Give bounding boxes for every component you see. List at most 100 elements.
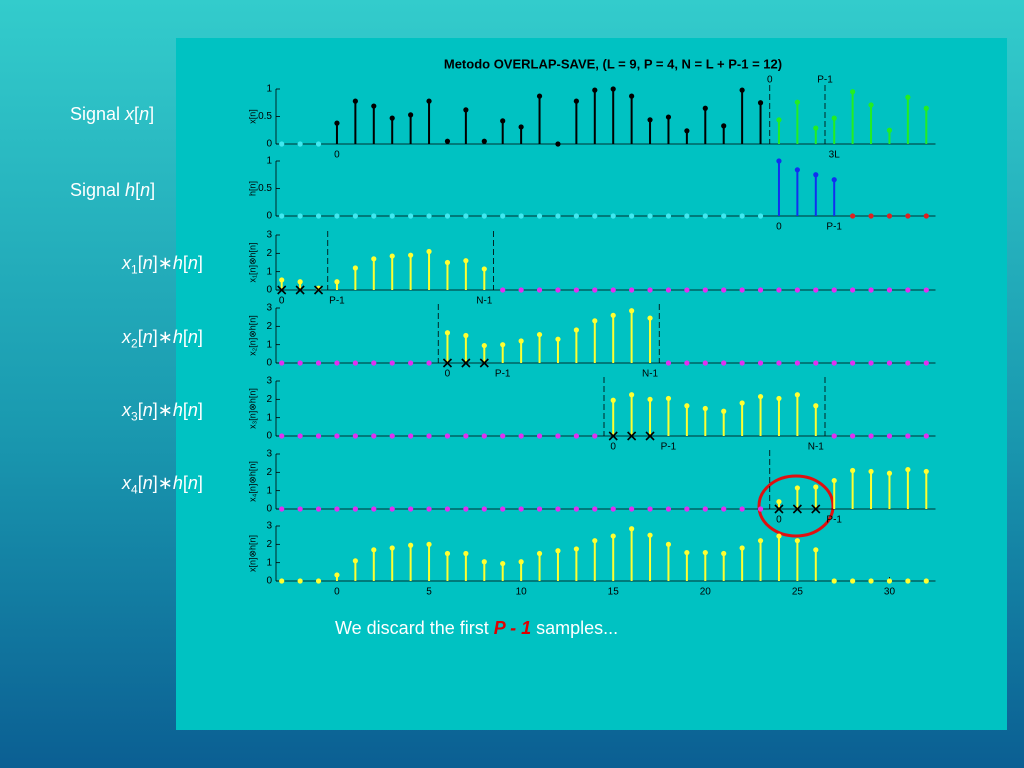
y-tick-label: 0 [266,285,272,296]
stem-point [408,433,414,439]
discard-mark [792,504,802,514]
stem-point [334,279,340,285]
y-axis-label: x₄[n]⊗h[n] [247,461,257,502]
stem-point [886,433,893,439]
stem-point [463,213,469,219]
stem-point [592,213,598,219]
stem-point [555,433,561,439]
stem-point [573,213,579,219]
stem-point [886,127,893,133]
stem-point [868,360,874,366]
stem-point [315,433,322,439]
stem-point [463,433,469,439]
stem-point [905,360,911,366]
stem-point [684,128,690,134]
y-tick-label: 1 [266,339,272,350]
stem-point [408,542,414,548]
stem-point [481,266,487,272]
stem-point [536,433,543,439]
stem-point [776,287,782,293]
annotation: P-1 [329,296,345,307]
stem-point [279,213,285,219]
stem-point [297,279,303,285]
stem-point [684,549,690,556]
stem-point [573,433,579,439]
stem-point [555,506,561,512]
stem-point [315,578,322,584]
stem-point [702,360,708,366]
stem-point [500,287,506,293]
stem-point [463,332,469,339]
stem-point [592,87,598,93]
stem-point [905,578,911,584]
y-tick-label: 1 [266,266,272,277]
stem-point [757,538,764,544]
stem-point [610,213,616,219]
stem-point [776,158,782,164]
stem-point [868,468,874,475]
stem-point [426,541,432,547]
stem-point [371,433,377,439]
annotation: 0 [610,442,616,453]
y-tick-label: 2 [266,467,272,478]
stem-point [794,99,800,105]
stem-point [426,98,432,104]
stem-point [850,360,856,366]
stem-point [389,213,395,219]
stem-point [481,342,487,349]
y-axis-label: x₃[n]⊗h[n] [247,388,257,429]
stem-point [923,287,929,293]
stem-point [757,506,764,512]
stem-point [831,360,837,366]
stem-point [573,327,579,333]
stem-point [444,138,451,144]
stem-point [481,506,487,512]
stem-point [665,506,672,512]
y-tick-label: 0 [266,504,272,515]
annotation: N-1 [808,442,825,453]
row-label: x2[n]∗h[n] [122,327,203,351]
stem-point [684,360,690,366]
stem-point [500,118,506,124]
y-tick-label: 1 [266,485,272,496]
stem-point [794,360,800,366]
stem-point [647,532,653,538]
row-label: x4[n]∗h[n] [122,473,203,497]
annotation: 0 [279,296,285,307]
stem-point [389,433,395,439]
stem-point [923,433,929,439]
stem-point [297,578,303,584]
stem-point [444,550,451,557]
stem-point [592,287,598,293]
stem-point [592,318,598,324]
x-tick-label: 5 [426,587,432,598]
stem-point [279,506,285,512]
stem-point [886,287,893,293]
stem-point [334,433,340,439]
stem-point [813,403,819,409]
discard-mark [608,431,618,441]
row-label: x3[n]∗h[n] [122,400,203,424]
row-label: x1[n]∗h[n] [122,253,203,277]
y-tick-label: 2 [266,321,272,332]
stem-point [702,287,708,293]
stem-point [297,141,303,147]
stem-point [389,115,395,121]
stem-point [702,105,708,111]
stem-point [444,330,451,336]
stem-point [794,538,800,544]
stem-point [794,485,800,491]
stem-point [444,433,451,439]
stem-point [352,506,358,512]
stem-point [850,287,856,293]
stem-point [850,578,856,584]
stem-point [315,141,322,147]
stem-point [389,506,395,512]
stem-point [408,252,414,258]
stem-point [408,213,414,219]
stem-point [371,360,377,366]
stem-point [573,287,579,293]
stem-point [739,400,745,406]
stem-point [665,114,672,120]
stem-point [334,120,340,126]
